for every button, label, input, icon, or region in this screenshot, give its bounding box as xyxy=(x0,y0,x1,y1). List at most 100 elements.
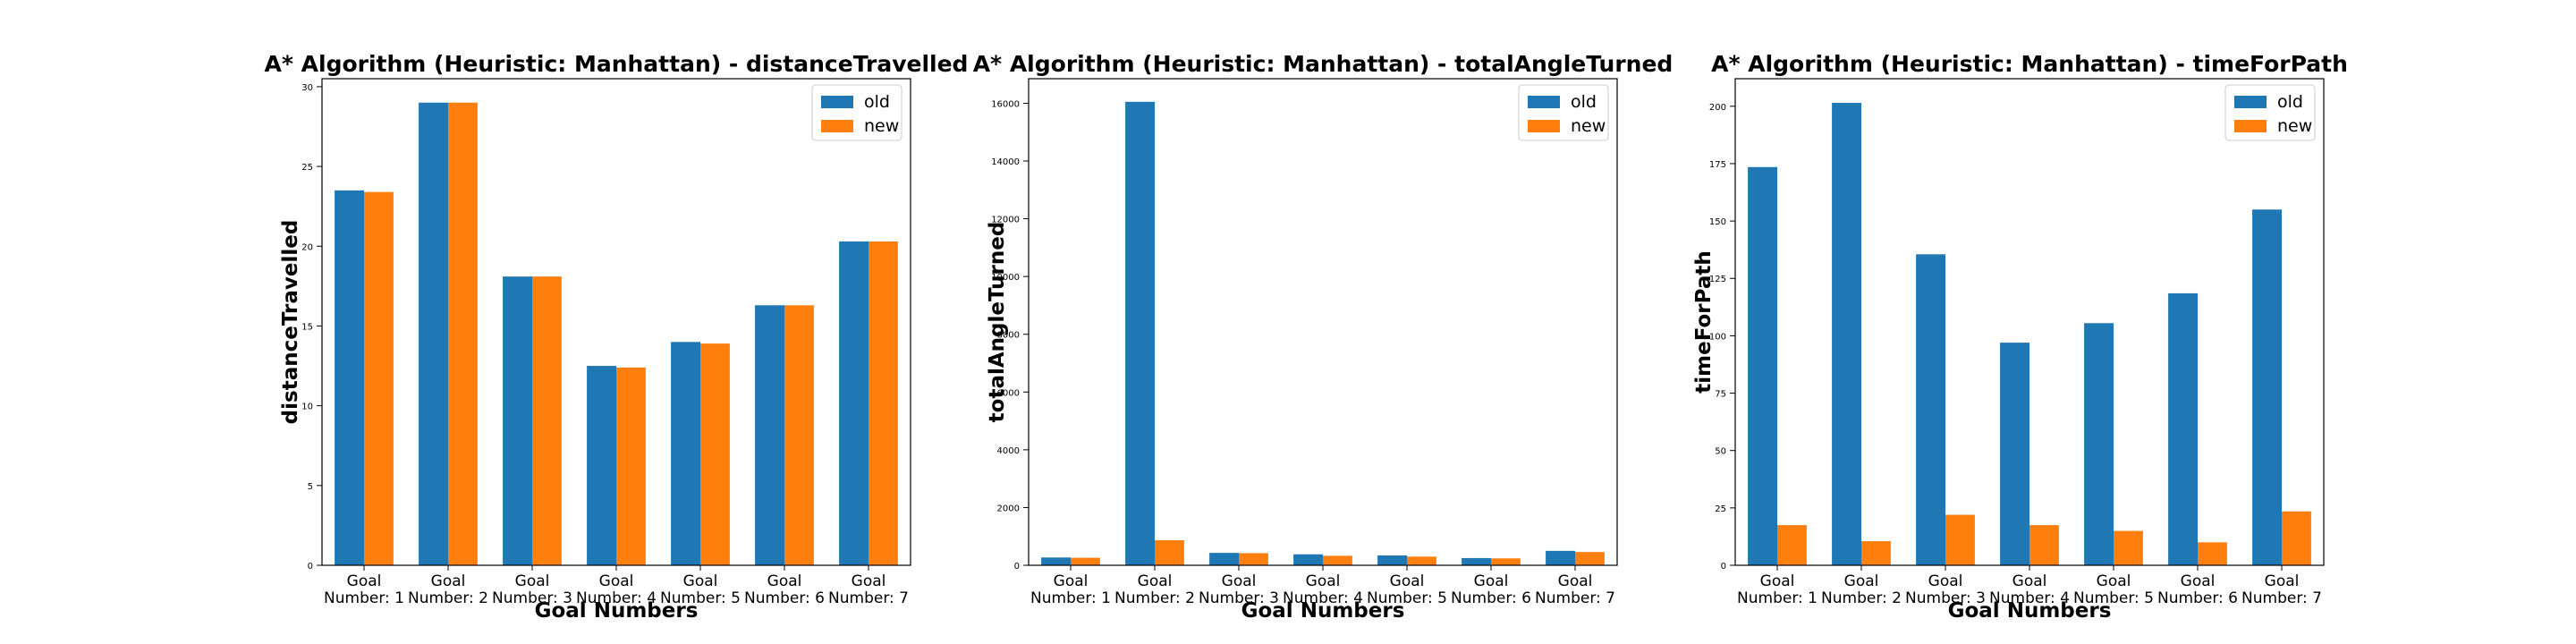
bar-old-5 xyxy=(1377,555,1407,565)
y-tick-label: 0 xyxy=(1721,562,1726,572)
x-tick-label: Goal xyxy=(1844,572,1879,590)
x-tick-label: Number: 2 xyxy=(1821,589,1902,607)
bar-new-5 xyxy=(2114,530,2143,565)
bar-new-3 xyxy=(1945,514,1975,565)
bar-old-1 xyxy=(1748,166,1777,565)
x-tick-label: Goal xyxy=(599,572,634,590)
bar-new-4 xyxy=(616,367,646,565)
bar-new-5 xyxy=(700,343,730,565)
legend: old new xyxy=(1518,84,1609,141)
bar-new-4 xyxy=(1323,555,1352,565)
x-tick-label: Number: 7 xyxy=(2241,589,2322,607)
x-tick-label: Goal xyxy=(1760,572,1795,590)
x-tick-label: Number: 7 xyxy=(1535,589,1615,607)
y-axis-label: timeForPath xyxy=(1692,250,1716,394)
y-tick-label: 2000 xyxy=(997,504,1020,513)
x-tick-label: Number: 7 xyxy=(828,589,909,607)
x-tick-label: Goal xyxy=(767,572,802,590)
bar-old-5 xyxy=(2084,323,2114,565)
y-axis-label: distanceTravelled xyxy=(279,220,302,425)
y-tick-label: 15 xyxy=(301,322,313,332)
y-tick-label: 50 xyxy=(1715,447,1726,457)
bar-new-5 xyxy=(1407,556,1436,565)
legend: old new xyxy=(811,84,902,141)
bar-old-1 xyxy=(335,190,364,565)
y-tick-label: 16000 xyxy=(991,99,1020,109)
y-tick-label: 200 xyxy=(1709,103,1726,113)
x-tick-label: Goal xyxy=(852,572,886,590)
bar-old-7 xyxy=(839,241,869,565)
y-tick-label: 0 xyxy=(308,562,313,572)
bar-new-4 xyxy=(2029,525,2059,565)
chart-panel-2: A* Algorithm (Heuristic: Manhattan) - to… xyxy=(973,51,1674,623)
y-tick-label: 10000 xyxy=(991,273,1020,283)
x-tick-label: Goal xyxy=(2012,572,2047,590)
bar-old-4 xyxy=(587,366,616,565)
bar-old-3 xyxy=(503,276,532,565)
x-tick-label: Number: 6 xyxy=(2157,589,2238,607)
bar-old-5 xyxy=(671,342,700,565)
chart-title: A* Algorithm (Heuristic: Manhattan) - di… xyxy=(265,51,969,77)
legend-label-old: old xyxy=(1571,92,1597,112)
legend-label-old: old xyxy=(2277,92,2303,112)
legend-label-new: new xyxy=(864,116,899,136)
chart-panel-1: A* Algorithm (Heuristic: Manhattan) - di… xyxy=(265,51,969,623)
y-tick-label: 150 xyxy=(1709,217,1726,227)
bar-new-2 xyxy=(1861,541,1891,565)
x-tick-label: Number: 2 xyxy=(1114,589,1195,607)
bar-new-3 xyxy=(1239,553,1268,565)
y-tick-label: 100 xyxy=(1709,332,1726,342)
legend-label-new: new xyxy=(1571,116,1606,136)
x-tick-label: Number: 4 xyxy=(1283,589,1363,607)
y-tick-label: 25 xyxy=(301,163,313,173)
bar-new-3 xyxy=(532,276,562,565)
plot-frame xyxy=(1028,78,1618,566)
y-tick-label: 4000 xyxy=(997,446,1020,456)
x-tick-label: Goal xyxy=(683,572,718,590)
x-tick-label: Number: 5 xyxy=(660,589,741,607)
y-tick-label: 75 xyxy=(1715,390,1726,400)
bar-old-3 xyxy=(1916,254,1945,565)
x-tick-label: Goal xyxy=(2097,572,2131,590)
x-tick-label: Goal xyxy=(2265,572,2300,590)
bar-new-6 xyxy=(784,305,814,565)
x-tick-label: Goal xyxy=(1390,572,1425,590)
x-tick-label: Number: 5 xyxy=(2073,589,2154,607)
x-tick-label: Goal xyxy=(347,572,382,590)
x-tick-label: Number: 6 xyxy=(1451,589,1531,607)
bar-old-7 xyxy=(1546,550,1575,565)
x-tick-label: Number: 4 xyxy=(1989,589,2070,607)
y-tick-label: 6000 xyxy=(997,388,1020,398)
bar-old-4 xyxy=(2000,343,2029,565)
legend-label-new: new xyxy=(2277,116,2312,136)
bar-new-1 xyxy=(1777,525,1807,565)
x-tick-label: Goal xyxy=(1306,572,1341,590)
legend-swatch-old xyxy=(2234,96,2267,108)
x-tick-label: Goal xyxy=(515,572,550,590)
bar-old-3 xyxy=(1209,553,1239,565)
x-tick-label: Number: 3 xyxy=(1199,589,1279,607)
y-tick-label: 5 xyxy=(308,482,313,492)
bar-new-2 xyxy=(1155,539,1184,565)
bar-new-7 xyxy=(1575,552,1605,565)
bar-old-1 xyxy=(1041,557,1071,565)
legend: old new xyxy=(2224,84,2316,141)
x-tick-label: Goal xyxy=(431,572,466,590)
y-tick-label: 0 xyxy=(1014,562,1020,572)
legend-label-old: old xyxy=(864,92,890,112)
x-tick-label: Number: 1 xyxy=(1737,589,1818,607)
bar-new-2 xyxy=(448,102,478,566)
chart-title: A* Algorithm (Heuristic: Manhattan) - ti… xyxy=(1711,51,2348,77)
x-tick-label: Number: 1 xyxy=(1030,589,1111,607)
y-tick-label: 25 xyxy=(1715,504,1726,514)
x-tick-label: Number: 4 xyxy=(576,589,657,607)
bar-new-7 xyxy=(869,241,898,565)
legend-swatch-new xyxy=(821,120,853,132)
bar-old-6 xyxy=(2168,292,2198,565)
x-tick-label: Goal xyxy=(1558,572,1593,590)
bar-new-1 xyxy=(364,191,394,566)
bar-new-1 xyxy=(1071,557,1100,565)
bar-old-2 xyxy=(1832,102,1861,565)
x-tick-label: Number: 3 xyxy=(1905,589,1986,607)
bar-old-6 xyxy=(1462,557,1491,565)
